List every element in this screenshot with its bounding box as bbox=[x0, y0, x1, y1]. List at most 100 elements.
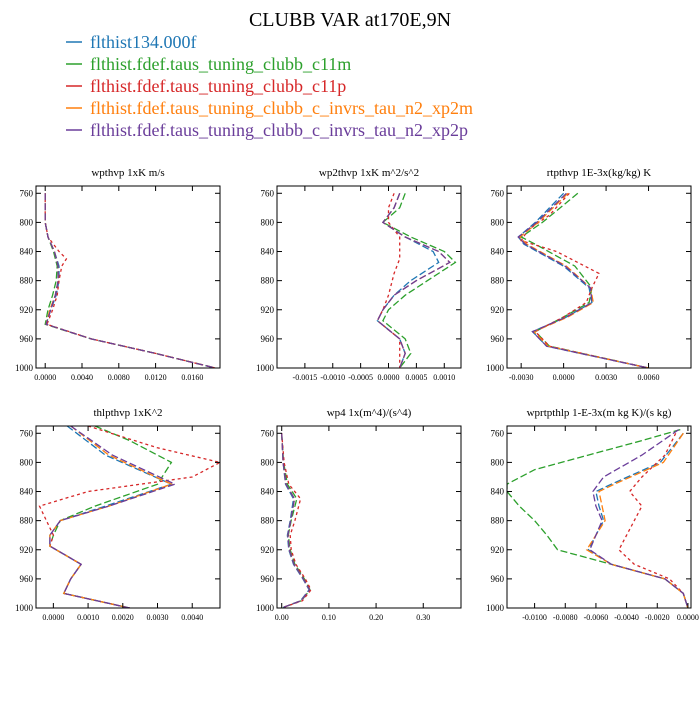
panel: wprtpthlp 1-E-3x(m kg K)/(s kg) 760 800 840… bbox=[486, 407, 699, 622]
series-line bbox=[376, 193, 401, 368]
x-tick-label: 0.10 bbox=[322, 613, 336, 622]
legend-label: flthist.fdef.taus_tuning_clubb_c11p bbox=[90, 76, 346, 96]
series-group bbox=[517, 192, 649, 368]
series-line bbox=[38, 426, 220, 608]
y-tick-label: 1000 bbox=[15, 363, 34, 373]
series-group bbox=[44, 193, 216, 368]
y-tick-label: 840 bbox=[20, 487, 34, 497]
x-tick-label: 0.20 bbox=[369, 613, 383, 622]
legend-label: flthist.fdef.taus_tuning_clubb_c_invrs_t… bbox=[90, 98, 473, 118]
x-tick-label: 0.0005 bbox=[405, 373, 427, 382]
x-tick-label: -0.0040 bbox=[614, 613, 639, 622]
y-tick-label: 960 bbox=[261, 574, 275, 584]
y-tick-label: 920 bbox=[20, 305, 34, 315]
y-tick-label: 1000 bbox=[256, 603, 275, 613]
series-line bbox=[44, 193, 216, 368]
series-line bbox=[281, 433, 311, 608]
y-tick-label: 760 bbox=[20, 428, 34, 438]
y-tick-label: 1000 bbox=[256, 363, 275, 373]
x-tick-label: -0.0010 bbox=[320, 373, 345, 382]
x-tick-label: 0.0030 bbox=[147, 613, 169, 622]
panel-frame bbox=[35, 185, 221, 369]
y-tick-label: 800 bbox=[261, 457, 275, 467]
series-line bbox=[44, 193, 216, 368]
x-tick-label: 0.0040 bbox=[71, 373, 93, 382]
y-tick-label: 880 bbox=[491, 276, 505, 286]
y-tick-label: 760 bbox=[261, 188, 275, 198]
series-group bbox=[281, 433, 312, 608]
y-tick-label: 800 bbox=[20, 217, 34, 227]
x-tick-label: 0.30 bbox=[416, 613, 430, 622]
panel-title: wp2thvp 1xK m^2/s^2 bbox=[319, 167, 419, 179]
panel-title: rtpthvp 1E-3x(kg/kg) K bbox=[547, 167, 652, 179]
y-tick-label: 960 bbox=[20, 334, 34, 344]
x-tick-label: -0.0060 bbox=[584, 613, 609, 622]
y-tick-label: 800 bbox=[20, 457, 34, 467]
panel: wp2thvp 1xK m^2/s^2 760 800 840 880 920 960 100… bbox=[256, 167, 462, 382]
y-tick-label: 960 bbox=[20, 574, 34, 584]
y-tick-label: 920 bbox=[491, 305, 505, 315]
series-group bbox=[38, 426, 220, 608]
y-tick-label: 1000 bbox=[486, 603, 505, 613]
x-tick-label: 0.0000 bbox=[677, 613, 699, 622]
y-tick-label: 880 bbox=[20, 276, 34, 286]
series-group bbox=[376, 193, 457, 368]
x-tick-label: -0.0015 bbox=[293, 373, 318, 382]
series-line bbox=[376, 193, 451, 368]
series-group bbox=[507, 428, 689, 608]
series-line bbox=[517, 192, 649, 368]
x-tick-label: 0.0000 bbox=[34, 373, 56, 382]
x-tick-label: 0.0040 bbox=[181, 613, 203, 622]
series-line bbox=[281, 433, 312, 608]
x-tick-label: 0.0160 bbox=[181, 373, 203, 382]
y-tick-label: 880 bbox=[261, 276, 275, 286]
legend-label: flthist.fdef.taus_tuning_clubb_c11m bbox=[90, 54, 351, 74]
x-tick-label: 0.0000 bbox=[378, 373, 400, 382]
series-line bbox=[49, 426, 173, 608]
x-tick-label: 0.0020 bbox=[112, 613, 134, 622]
panel: thlpthvp 1xK^2 760 800 840 880 920 960 1000 0.00… bbox=[15, 407, 221, 622]
y-tick-label: 1000 bbox=[15, 603, 34, 613]
figure-title: CLUBB VAR at170E,9N bbox=[249, 9, 451, 31]
y-tick-label: 800 bbox=[261, 217, 275, 227]
x-tick-label: -0.0030 bbox=[509, 373, 534, 382]
y-tick-label: 760 bbox=[261, 428, 275, 438]
legend-label: flthist134.000f bbox=[90, 32, 197, 52]
x-tick-label: 0.0010 bbox=[433, 373, 455, 382]
panel-frame bbox=[276, 185, 462, 369]
x-tick-label: -0.0100 bbox=[522, 613, 547, 622]
series-line bbox=[44, 193, 216, 368]
panel-frame bbox=[506, 425, 692, 609]
legend-label: flthist.fdef.taus_tuning_clubb_c_invrs_t… bbox=[90, 120, 468, 140]
y-tick-label: 920 bbox=[491, 545, 505, 555]
x-tick-label: 0.0010 bbox=[77, 613, 99, 622]
panel-title: wprtpthlp 1-E-3x(m kg K)/(s kg) bbox=[527, 407, 672, 419]
x-tick-label: 0.0030 bbox=[595, 373, 617, 382]
x-tick-label: 0.0120 bbox=[145, 373, 167, 382]
panel-title: wpthvp 1xK m/s bbox=[91, 167, 164, 179]
panel-frame bbox=[276, 425, 462, 609]
y-tick-label: 800 bbox=[491, 457, 505, 467]
y-tick-label: 960 bbox=[491, 334, 505, 344]
series-line bbox=[517, 192, 649, 368]
series-line bbox=[44, 193, 216, 368]
panel-frame bbox=[506, 185, 692, 369]
x-tick-label: 0.0080 bbox=[108, 373, 130, 382]
x-tick-label: 0.0000 bbox=[553, 373, 575, 382]
y-tick-label: 840 bbox=[20, 247, 34, 257]
panel-title: thlpthvp 1xK^2 bbox=[93, 407, 162, 419]
series-line bbox=[44, 193, 216, 368]
y-tick-label: 800 bbox=[491, 217, 505, 227]
y-tick-label: 840 bbox=[491, 487, 505, 497]
series-line bbox=[585, 432, 689, 608]
series-line bbox=[49, 426, 177, 608]
y-tick-label: 760 bbox=[20, 188, 34, 198]
panel: wpthvp 1xK m/s76080084088092096010000.00… bbox=[15, 167, 221, 382]
series-line bbox=[588, 429, 689, 608]
y-tick-label: 880 bbox=[20, 516, 34, 526]
y-tick-label: 840 bbox=[261, 487, 275, 497]
series-line bbox=[376, 193, 451, 368]
series-line bbox=[618, 433, 689, 608]
